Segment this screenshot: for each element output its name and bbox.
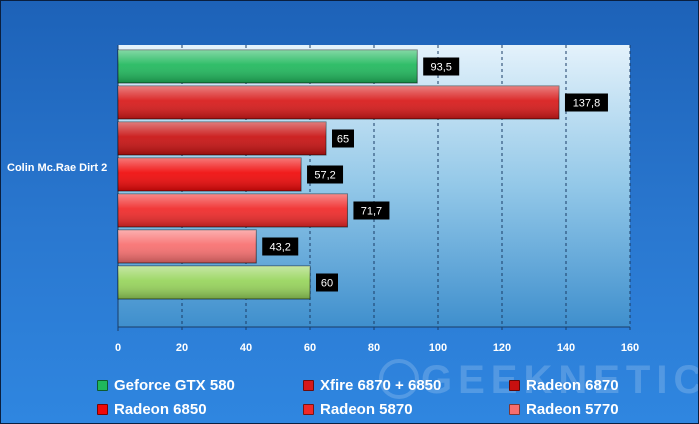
data-label: 93,5 (423, 57, 460, 76)
bar (117, 265, 311, 300)
legend-swatch (509, 404, 520, 415)
data-label-box (316, 273, 338, 292)
legend-item: Radeon 6870 (509, 377, 619, 394)
data-label: 65 (332, 129, 354, 148)
data-label-text: 65 (337, 134, 349, 146)
legend-item: Radeon 5870 (303, 401, 413, 418)
bar (117, 229, 257, 264)
bar (117, 157, 302, 192)
data-label-box (307, 165, 344, 184)
bar-shine (118, 230, 257, 263)
x-tick-label: 120 (493, 342, 511, 354)
legend-label: Radeon 6870 (526, 377, 619, 394)
x-tick-label: 0 (115, 342, 121, 354)
x-tick-label: 140 (557, 342, 575, 354)
legend-label: Radeon 5870 (320, 401, 413, 418)
data-label-box (332, 129, 354, 148)
data-label-text: 71,7 (361, 206, 382, 218)
data-label: 71,7 (353, 201, 390, 220)
data-label: 60 (316, 273, 338, 292)
legend-label: Radeon 5770 (526, 401, 619, 418)
bar-shine (118, 50, 418, 83)
legend-item: Geforce GTX 580 (97, 377, 235, 394)
bar-shine (118, 158, 302, 191)
bar-shine (118, 266, 310, 299)
x-tick-label: 160 (621, 342, 639, 354)
legend-label: Xfire 6870 + 6850 (320, 377, 442, 394)
x-axis-ticks: 0 20 40 60 80 100 120 140 160 (115, 342, 639, 354)
legend-swatch (303, 380, 314, 391)
legend-swatch (303, 404, 314, 415)
bars (117, 49, 560, 300)
category-label: Colin Mc.Rae Dirt 2 (7, 162, 108, 174)
legend-item: Radeon 5770 (509, 401, 619, 418)
value-labels: 93,5 137,8 65 57,2 71,7 43,2 60 (262, 57, 608, 292)
legend-item: Radeon 6850 (97, 401, 207, 418)
data-label-text: 93,5 (430, 62, 451, 74)
watermark-text: GEEKNETIC (421, 358, 699, 402)
x-tick-label: 60 (304, 342, 316, 354)
bar-shine (118, 194, 348, 227)
watermark-logo (379, 359, 419, 399)
data-label-text: 137,8 (573, 98, 601, 110)
data-label-text: 43,2 (270, 242, 291, 254)
legend: Geforce GTX 580 Xfire 6870 + 6850 Radeon 6… (1, 373, 698, 423)
x-tick-label: 100 (429, 342, 447, 354)
bar-shine (118, 122, 326, 155)
legend-swatch (97, 404, 108, 415)
legend-swatch (97, 380, 108, 391)
data-label-box (353, 201, 390, 220)
x-tick-label: 20 (176, 342, 188, 354)
data-label-text: 60 (321, 278, 333, 290)
data-label-box (262, 237, 299, 256)
bar (117, 49, 418, 84)
x-tick-label: 80 (368, 342, 380, 354)
data-label-text: 57,2 (314, 170, 335, 182)
bar (117, 85, 560, 120)
legend-item: Xfire 6870 + 6850 (303, 377, 441, 394)
legend-label: Geforce GTX 580 (114, 377, 235, 394)
legend-swatch (509, 380, 520, 391)
data-label: 57,2 (307, 165, 344, 184)
legend-label: Radeon 6850 (114, 401, 207, 418)
data-label-box (564, 93, 608, 112)
data-label: 43,2 (262, 237, 299, 256)
bar (117, 193, 348, 228)
bar-shine (118, 86, 559, 119)
data-label-box (423, 57, 460, 76)
data-label: 137,8 (564, 93, 608, 112)
bar (117, 121, 327, 156)
x-tick-label: 40 (240, 342, 252, 354)
